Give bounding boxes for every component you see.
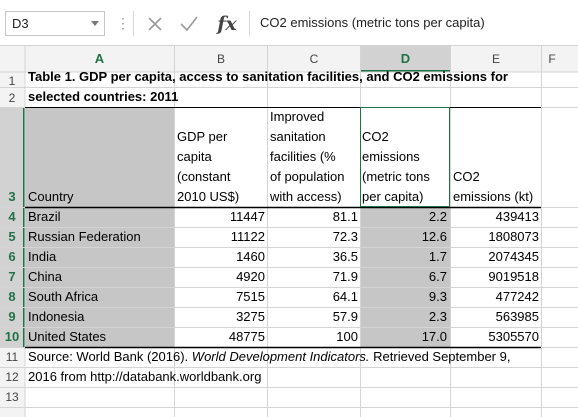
cell-gdp[interactable]: 11447	[229, 209, 265, 224]
cell-country[interactable]: Indonesia	[28, 309, 85, 324]
cell-co2-kt[interactable]: 439413	[495, 209, 539, 224]
name-box[interactable]: D3	[5, 11, 105, 36]
name-box-value[interactable]: D3	[12, 16, 29, 31]
source-text: Source: World Bank (2016).	[28, 349, 192, 364]
cell-sanitation[interactable]: 71.9	[332, 269, 358, 284]
row-header-3[interactable]: 3	[8, 189, 16, 204]
header-co2-per-capita[interactable]: CO2 emissions (metric tons per capita)	[362, 127, 450, 207]
header-gdp[interactable]: GDP per capita (constant 2010 US$)	[177, 127, 267, 207]
cell-co2-kt[interactable]: 563985	[495, 309, 539, 324]
table-title-line-1[interactable]: Table 1. GDP per capita, access to sanit…	[28, 69, 508, 84]
header-gdp-line: GDP per	[177, 129, 228, 144]
header-sanitation-line: with access)	[270, 189, 342, 204]
header-sanitation[interactable]: Improved sanitation facilities (% of pop…	[270, 107, 362, 207]
row-header-4[interactable]: 4	[8, 209, 16, 224]
cell-co2-kt[interactable]: 1808073	[488, 229, 539, 244]
cell-co2-per-capita[interactable]: 1.7	[428, 249, 447, 264]
cell-sanitation[interactable]: 81.1	[332, 209, 358, 224]
cell-gdp[interactable]: 3275	[236, 309, 265, 324]
header-co2pc-line: per capita)	[362, 189, 424, 204]
grid-lines	[0, 46, 578, 417]
header-co2kt-line: CO2	[453, 169, 480, 184]
cell-co2-per-capita[interactable]: 6.7	[428, 269, 447, 284]
cell-country[interactable]: South Africa	[28, 289, 99, 304]
cell-country[interactable]: China	[28, 269, 62, 284]
source-line-1[interactable]: Source: World Bank (2016). World Develop…	[28, 347, 510, 367]
cell-country[interactable]: India	[28, 249, 57, 264]
row-header-10[interactable]: 10	[4, 329, 20, 344]
cell-country[interactable]: Russian Federation	[28, 229, 141, 244]
cell-gdp[interactable]: 1460	[236, 249, 265, 264]
header-co2pc-line: (metric tons	[362, 169, 430, 184]
cell-gdp[interactable]: 11122	[230, 229, 265, 244]
cell-sanitation[interactable]: 100	[336, 329, 358, 344]
header-sanitation-line: facilities (%	[270, 149, 336, 164]
column-header-b[interactable]: B	[216, 52, 225, 66]
row-header-8[interactable]: 8	[8, 289, 16, 304]
formula-buttons: fx	[133, 11, 245, 36]
column-header-e[interactable]: E	[491, 52, 500, 66]
cell-gdp[interactable]: 48775	[228, 329, 265, 344]
row-header-6[interactable]: 6	[8, 249, 16, 264]
header-sanitation-line: sanitation	[270, 129, 326, 144]
row-header-2[interactable]: 2	[8, 91, 16, 105]
row-header-1[interactable]: 1	[8, 74, 16, 88]
row-header-5[interactable]: 5	[8, 229, 16, 244]
header-gdp-line: 2010 US$)	[177, 189, 240, 204]
source-line-2[interactable]: 2016 from http://databank.worldbank.org	[28, 369, 262, 384]
close-icon[interactable]	[140, 11, 170, 36]
insert-function-button[interactable]: fx	[217, 12, 237, 35]
cell-sanitation[interactable]: 57.9	[332, 309, 358, 324]
more-options-icon[interactable]: ⋮	[116, 15, 130, 31]
column-header-f[interactable]: F	[548, 52, 556, 66]
cell-co2-per-capita[interactable]: 2.2	[428, 209, 447, 224]
cell-co2-per-capita[interactable]: 12.6	[421, 229, 447, 244]
table-title-line-2[interactable]: selected countries: 2011	[28, 89, 179, 104]
row-header-12[interactable]: 12	[5, 370, 19, 384]
header-co2kt-line: emissions (kt)	[453, 189, 534, 204]
formula-content[interactable]: CO2 emissions (metric tons per capita)	[260, 15, 485, 30]
column-header-d[interactable]: D	[400, 51, 411, 66]
cell-sanitation[interactable]: 72.3	[332, 229, 358, 244]
cell-gdp[interactable]: 7515	[236, 289, 265, 304]
cell-co2-kt[interactable]: 5305570	[488, 329, 539, 344]
source-title: World Development Indicators.	[191, 349, 370, 364]
cell-sanitation[interactable]: 36.5	[332, 249, 358, 264]
worksheet-grid[interactable]: A B C D E F 1 2 3 4 5 6 7 8 9 10 11 12 1…	[0, 46, 578, 417]
header-sanitation-line: of population	[270, 169, 345, 184]
header-gdp-line: capita	[177, 149, 212, 164]
header-co2pc-line: emissions	[362, 149, 420, 164]
cell-co2-per-capita[interactable]: 9.3	[428, 289, 447, 304]
cell-sanitation[interactable]: 64.1	[332, 289, 358, 304]
header-sanitation-line: Improved	[270, 109, 325, 124]
row-header-9[interactable]: 9	[8, 309, 16, 324]
formula-input[interactable]: CO2 emissions (metric tons per capita)	[249, 11, 578, 36]
header-country[interactable]: Country	[28, 189, 74, 204]
column-header-a[interactable]: A	[94, 51, 105, 66]
header-co2-kt[interactable]: CO2 emissions (kt)	[453, 167, 543, 207]
row-header-11[interactable]: 11	[5, 350, 19, 364]
cell-co2-per-capita[interactable]: 2.3	[428, 309, 447, 324]
formula-bar-area: D3 ⋮ fx CO2 emissions (metric tons per c…	[0, 0, 578, 46]
row-header-7[interactable]: 7	[8, 269, 16, 284]
column-header-c[interactable]: C	[309, 52, 319, 66]
cell-co2-kt[interactable]: 9019518	[488, 269, 539, 284]
check-icon[interactable]	[174, 11, 204, 36]
chevron-down-icon[interactable]	[91, 21, 99, 26]
cell-country[interactable]: United States	[28, 329, 107, 344]
header-gdp-line: (constant	[177, 169, 231, 184]
cell-co2-kt[interactable]: 2074345	[488, 249, 539, 264]
cell-gdp[interactable]: 4920	[236, 269, 265, 284]
source-retrieved: Retrieved September 9,	[369, 349, 511, 364]
cell-country[interactable]: Brazil	[28, 209, 61, 224]
header-co2pc-line: CO2	[362, 129, 389, 144]
cell-co2-kt[interactable]: 477242	[495, 289, 539, 304]
row-header-13[interactable]: 13	[5, 390, 19, 404]
cell-co2-per-capita[interactable]: 17.0	[421, 329, 447, 344]
